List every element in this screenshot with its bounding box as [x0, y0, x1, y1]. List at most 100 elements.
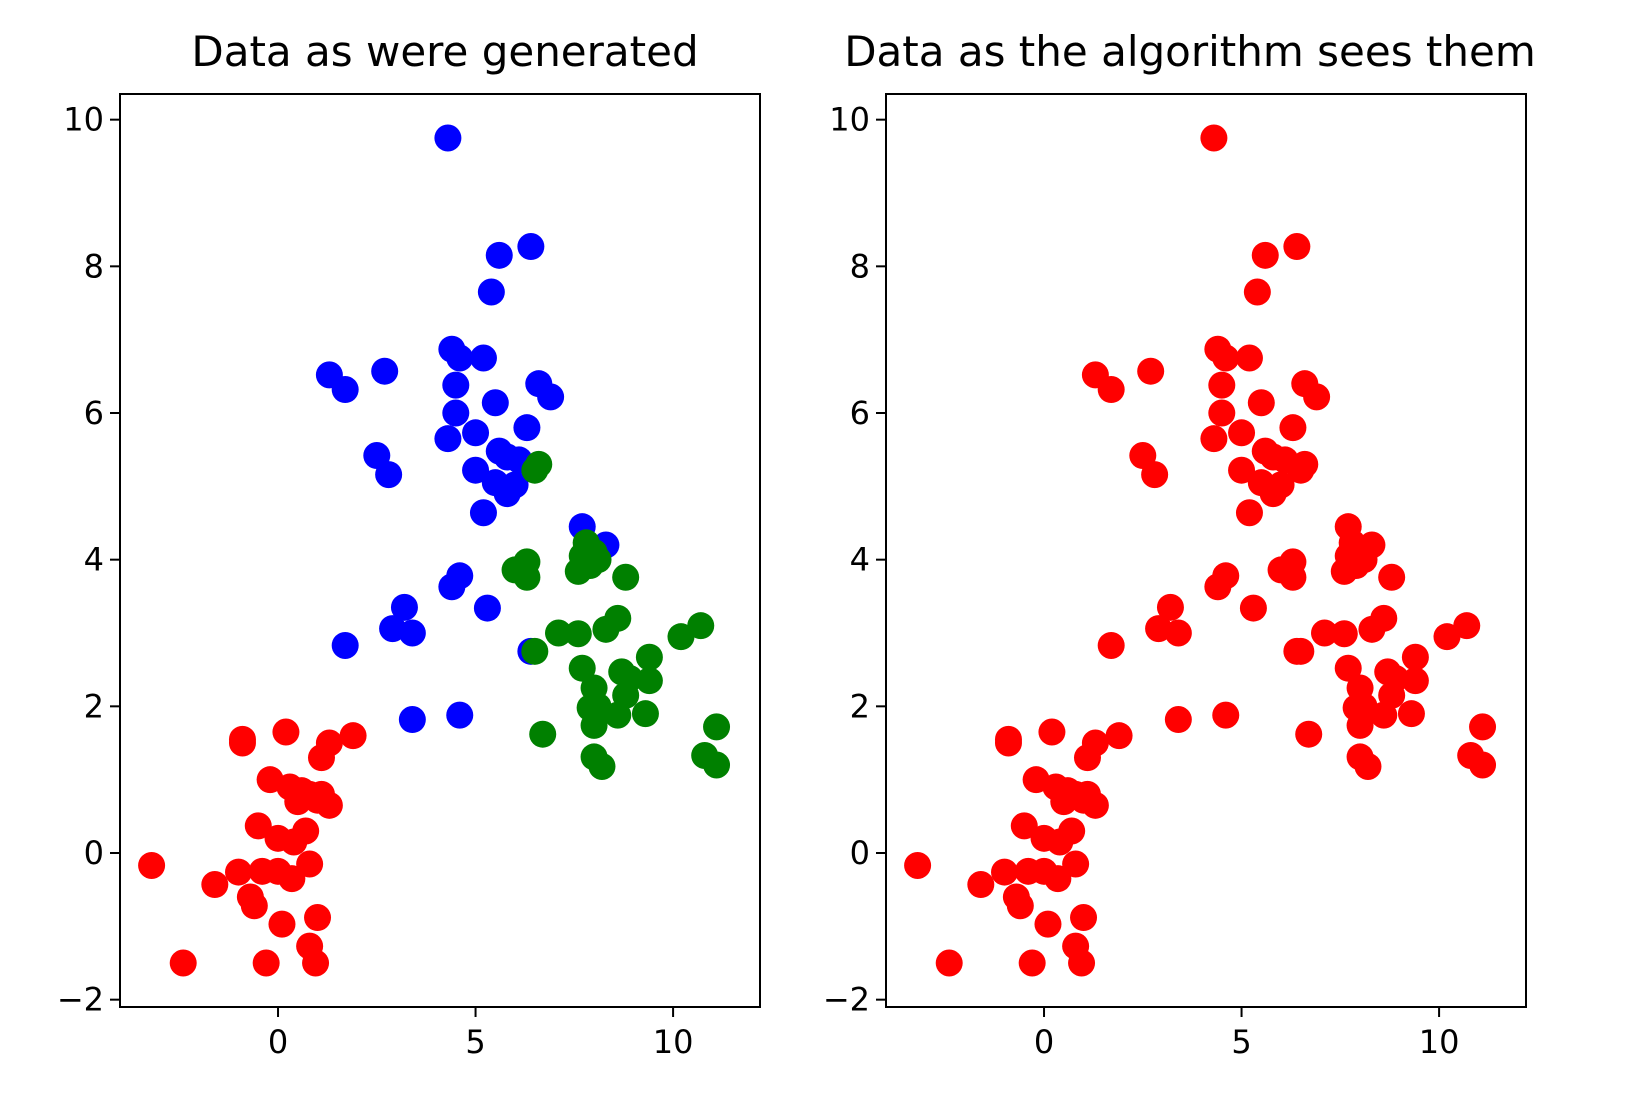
- y-tick-label: 2: [84, 687, 104, 725]
- data-point: [1334, 654, 1362, 682]
- data-point: [398, 619, 426, 647]
- data-point: [292, 817, 320, 845]
- plot-frame: [885, 93, 1527, 1008]
- data-point: [225, 858, 253, 886]
- data-points: [138, 124, 731, 977]
- data-point: [228, 729, 256, 757]
- data-point: [1137, 357, 1165, 385]
- y-tick-label: 6: [850, 394, 870, 432]
- y-tick-label: 8: [84, 247, 104, 285]
- data-point: [1295, 720, 1323, 748]
- data-point: [635, 643, 663, 671]
- data-point: [1235, 499, 1263, 527]
- axis-ticks: 0 5 10 −2 0 2 4 6 8 10: [57, 101, 694, 1061]
- data-point: [252, 949, 280, 977]
- data-point: [1212, 344, 1240, 372]
- chart-title: Data as the algorithm sees them: [844, 27, 1536, 76]
- data-point: [138, 851, 166, 879]
- axis-ticks: 0 5 10 −2 0 2 4 6 8 10: [823, 101, 1460, 1061]
- data-point: [1105, 722, 1133, 750]
- data-point: [904, 851, 932, 879]
- data-point: [1006, 892, 1034, 920]
- data-point: [667, 623, 695, 651]
- data-point: [1208, 371, 1236, 399]
- data-point: [240, 892, 268, 920]
- data-point: [1204, 573, 1232, 601]
- data-point: [469, 499, 497, 527]
- data-point: [462, 419, 490, 447]
- data-point: [1034, 910, 1062, 938]
- data-point: [1010, 812, 1038, 840]
- data-point: [584, 546, 612, 574]
- data-point: [1330, 557, 1358, 585]
- data-point: [1164, 619, 1192, 647]
- data-point: [529, 720, 557, 748]
- data-point: [434, 425, 462, 453]
- data-point: [1330, 620, 1358, 648]
- data-point: [1239, 594, 1267, 622]
- data-point: [390, 593, 418, 621]
- data-point: [517, 233, 545, 261]
- data-point: [580, 711, 608, 739]
- y-tick-label: −2: [823, 981, 870, 1019]
- data-point: [1081, 729, 1109, 757]
- data-point: [1311, 619, 1339, 647]
- data-point: [1358, 615, 1386, 643]
- data-point: [1058, 817, 1086, 845]
- data-point: [1062, 850, 1090, 878]
- data-point: [1097, 631, 1125, 659]
- data-point: [438, 573, 466, 601]
- data-point: [1370, 701, 1398, 729]
- x-tick-label: 0: [1034, 1023, 1054, 1061]
- data-point: [1303, 383, 1331, 411]
- data-point: [588, 752, 616, 780]
- data-point: [1354, 752, 1382, 780]
- data-point: [442, 399, 470, 427]
- data-point: [1156, 593, 1184, 621]
- y-tick-label: 6: [84, 394, 104, 432]
- data-point: [604, 701, 632, 729]
- data-point: [278, 865, 306, 893]
- data-point: [1287, 637, 1315, 665]
- data-point: [1397, 700, 1425, 728]
- data-point: [1279, 563, 1307, 591]
- data-point: [485, 241, 513, 269]
- data-point: [302, 949, 330, 977]
- data-point: [545, 619, 573, 647]
- scatter-panel-right: Data as the algorithm sees them 0 5 10 −2 0 2…: [823, 27, 1536, 1061]
- data-point: [935, 949, 963, 977]
- data-point: [1279, 414, 1307, 442]
- data-point: [1200, 124, 1228, 152]
- data-point: [1228, 419, 1256, 447]
- data-point: [513, 563, 541, 591]
- data-point: [521, 456, 549, 484]
- data-point: [398, 706, 426, 734]
- data-point: [537, 383, 565, 411]
- data-point: [1287, 456, 1315, 484]
- data-point: [1038, 718, 1066, 746]
- data-point: [446, 701, 474, 729]
- data-point: [371, 357, 399, 385]
- y-tick-label: 8: [850, 247, 870, 285]
- data-point: [1068, 949, 1096, 977]
- data-point: [1350, 546, 1378, 574]
- x-tick-label: 10: [653, 1023, 694, 1061]
- data-point: [446, 344, 474, 372]
- data-point: [268, 910, 296, 938]
- data-point: [169, 949, 197, 977]
- data-point: [1469, 713, 1497, 741]
- data-point: [1228, 456, 1256, 484]
- data-point: [1401, 643, 1429, 671]
- data-point: [1469, 751, 1497, 779]
- data-point: [272, 718, 300, 746]
- data-point: [967, 871, 995, 899]
- data-point: [244, 812, 272, 840]
- chart-title: Data as were generated: [191, 27, 698, 76]
- data-point: [1141, 461, 1169, 489]
- data-point: [1283, 233, 1311, 261]
- y-tick-label: 0: [850, 834, 870, 872]
- data-point: [687, 612, 715, 640]
- data-point: [304, 904, 332, 932]
- data-point: [331, 376, 359, 404]
- data-point: [375, 461, 403, 489]
